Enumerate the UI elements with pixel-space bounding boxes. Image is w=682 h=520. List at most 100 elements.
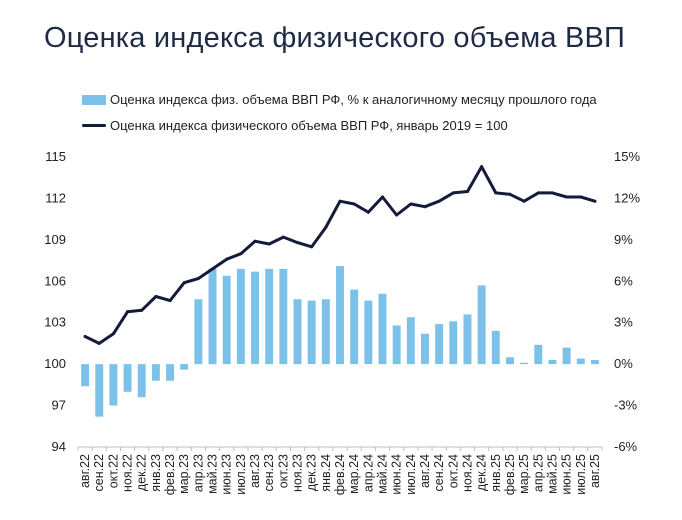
- line-point-фев.23: [168, 299, 172, 303]
- bar-мар.23: [180, 364, 189, 370]
- x-tick-label-25: сен.24: [432, 454, 446, 492]
- bar-ноя.22: [123, 364, 132, 392]
- line-point-ноя.24: [465, 190, 469, 194]
- left-axis-tick-5: 109: [44, 232, 66, 247]
- bar-дек.24: [477, 285, 486, 365]
- x-tick-label-7: мар.23: [177, 454, 191, 494]
- bar-авг.22: [81, 364, 90, 387]
- line-point-дек.23: [310, 245, 314, 249]
- bar-окт.22: [109, 364, 118, 406]
- x-tick-label-22: июн.24: [390, 454, 404, 495]
- x-tick-label-4: дек.22: [135, 454, 149, 491]
- x-tick-label-12: авг.23: [248, 454, 262, 488]
- line-point-апр.24: [366, 210, 370, 214]
- bar-мар.25: [520, 362, 529, 365]
- left-axis-tick-7: 115: [45, 149, 66, 164]
- bar-мар.24: [350, 289, 359, 365]
- bar-май.23: [208, 268, 217, 365]
- legend-label-line: Оценка индекса физического объема ВВП РФ…: [110, 118, 508, 133]
- bar-дек.22: [137, 364, 146, 398]
- x-tick-label-34: июн.25: [560, 454, 574, 495]
- x-tick-label-35: июл.25: [574, 454, 588, 495]
- x-tick-label-26: окт.24: [446, 454, 460, 488]
- bar-авг.25: [590, 360, 599, 365]
- bar-ноя.23: [293, 299, 302, 365]
- left-axis-tick-0: 94: [52, 439, 66, 454]
- legend-swatch-bars: [82, 94, 106, 105]
- right-axis-tick-4: 6%: [614, 273, 633, 288]
- line-point-июн.25: [565, 195, 569, 199]
- line-point-июн.24: [395, 213, 399, 217]
- line-point-сен.22: [97, 341, 101, 345]
- left-axis-tick-3: 103: [44, 315, 66, 330]
- line-point-дек.24: [480, 165, 484, 169]
- x-tick-label-1: сен.22: [92, 454, 106, 492]
- line-point-ноя.22: [126, 310, 130, 314]
- legend-swatch-line: [82, 124, 106, 127]
- bar-июн.25: [562, 347, 571, 365]
- right-axis-tick-7: 15%: [614, 149, 640, 164]
- line-point-авг.25: [593, 199, 597, 203]
- right-axis-tick-3: 3%: [614, 315, 633, 330]
- x-tick-label-17: янв.24: [319, 454, 333, 492]
- line-point-окт.23: [281, 235, 285, 239]
- line-point-сен.24: [437, 199, 441, 203]
- bar-янв.24: [321, 299, 330, 365]
- right-axis-tick-2: 0%: [614, 356, 633, 371]
- line-point-июл.23: [239, 252, 243, 256]
- x-tick-label-14: окт.23: [276, 454, 290, 488]
- line-point-ноя.23: [296, 241, 300, 245]
- bar-дек.23: [307, 300, 316, 365]
- bar-май.24: [378, 293, 387, 365]
- bar-окт.23: [279, 268, 288, 365]
- line-point-мар.23: [182, 281, 186, 285]
- x-tick-label-30: фев.25: [503, 454, 517, 495]
- x-tick-label-24: авг.24: [418, 454, 432, 488]
- bar-сен.22: [95, 364, 104, 417]
- legend-item-bars: Оценка индекса физ. объема ВВП РФ, % к а…: [82, 92, 597, 107]
- x-tick-label-6: фев.23: [163, 454, 177, 495]
- bar-фев.23: [166, 364, 175, 381]
- bar-фев.24: [336, 266, 344, 365]
- bar-фев.25: [505, 357, 514, 365]
- right-axis-tick-5: 9%: [614, 232, 633, 247]
- bar-янв.23: [151, 364, 160, 381]
- left-axis-tick-4: 106: [44, 273, 66, 288]
- line-point-май.23: [211, 267, 215, 271]
- x-tick-label-27: ноя.24: [460, 454, 474, 492]
- bar-июн.23: [222, 275, 231, 365]
- bar-апр.25: [534, 344, 543, 365]
- x-tick-label-13: сен.23: [262, 454, 276, 492]
- line-point-апр.23: [196, 277, 200, 281]
- x-tick-label-11: июл.23: [234, 454, 248, 495]
- bar-янв.25: [491, 331, 500, 365]
- x-tick-label-2: окт.22: [106, 454, 120, 488]
- x-tick-label-18: фев.24: [333, 454, 347, 495]
- line-point-авг.23: [253, 239, 257, 243]
- x-tick-label-8: апр.23: [191, 454, 205, 492]
- line-point-фев.24: [338, 199, 342, 203]
- left-axis-tick-6: 112: [45, 190, 66, 205]
- line-point-окт.22: [111, 332, 115, 336]
- line-point-июн.23: [225, 257, 229, 261]
- x-tick-label-29: янв.25: [489, 454, 503, 492]
- right-axis-tick-1: -3%: [614, 398, 638, 413]
- x-tick-label-9: май.23: [206, 454, 220, 494]
- left-axis-tick-2: 100: [44, 356, 66, 371]
- line-point-дек.22: [140, 308, 144, 312]
- bar-окт.24: [449, 321, 458, 365]
- bar-июн.24: [392, 325, 401, 365]
- x-tick-label-10: июн.23: [220, 454, 234, 495]
- line-point-авг.22: [83, 335, 87, 339]
- bar-авг.24: [421, 333, 429, 365]
- legend-item-line: Оценка индекса физического объема ВВП РФ…: [82, 118, 508, 133]
- line-point-янв.24: [324, 225, 328, 229]
- x-tick-label-5: янв.23: [149, 454, 163, 492]
- bar-июл.23: [236, 268, 245, 365]
- bar-сен.24: [435, 324, 444, 365]
- x-tick-label-36: авг.25: [588, 454, 602, 488]
- bar-май.25: [548, 360, 557, 365]
- line-point-окт.24: [451, 191, 455, 195]
- line-point-июл.25: [579, 195, 583, 199]
